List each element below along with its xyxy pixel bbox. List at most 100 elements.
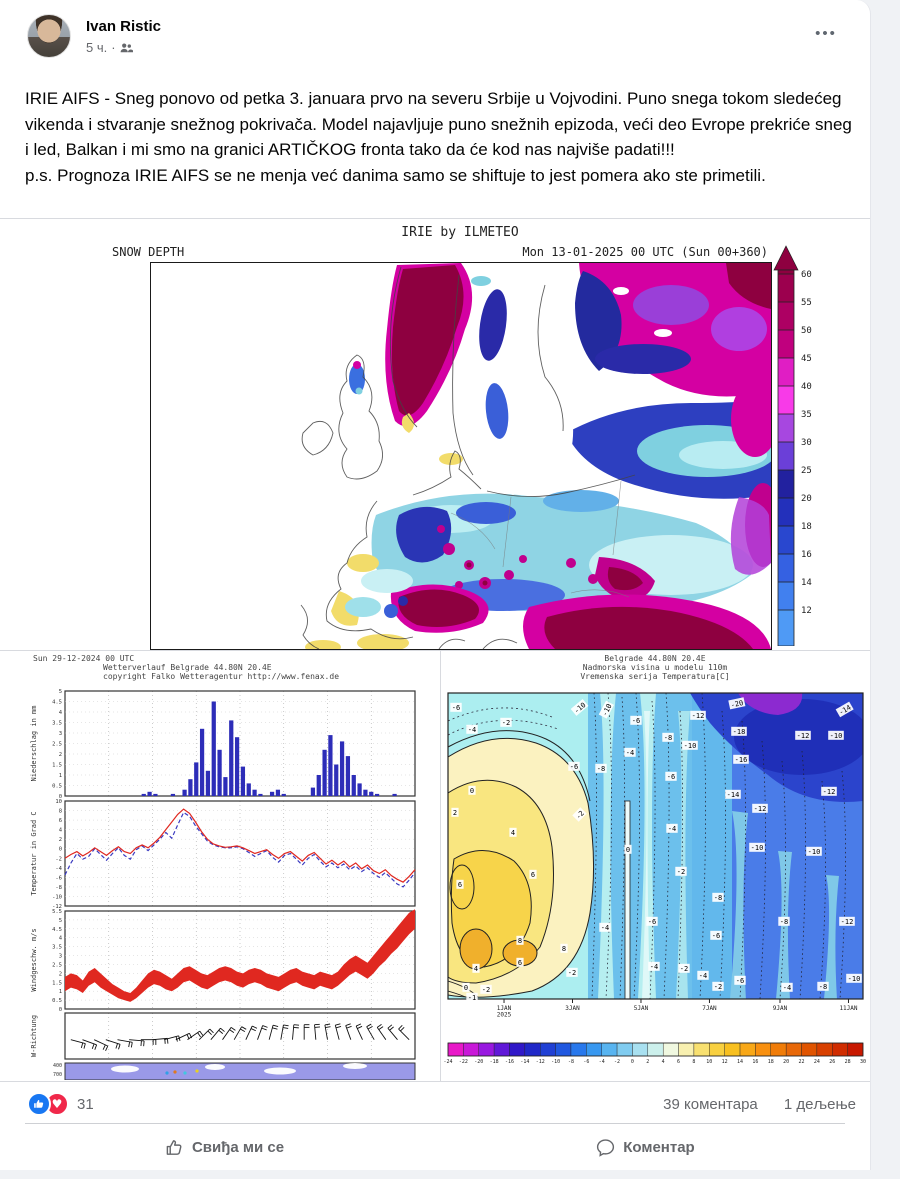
- svg-text:4: 4: [662, 1059, 665, 1065]
- svg-text:-18: -18: [733, 728, 746, 736]
- map-title: IRIE by ILMETEO: [401, 225, 519, 240]
- svg-text:-2: -2: [614, 1059, 620, 1065]
- svg-text:18: 18: [801, 522, 812, 532]
- facebook-post-card: Ivan Ristic 5 ч. · ••• IRIE AIFS - Sneg …: [0, 0, 871, 1170]
- avatar[interactable]: [27, 14, 71, 58]
- svg-text:45: 45: [801, 354, 812, 364]
- svg-text:-8: -8: [714, 894, 722, 902]
- svg-text:22: 22: [799, 1059, 805, 1065]
- svg-text:40: 40: [801, 382, 812, 392]
- comment-button-label: Коментар: [623, 1138, 695, 1156]
- svg-text:-2: -2: [574, 809, 586, 821]
- svg-text:-10: -10: [830, 732, 843, 740]
- svg-text:-20: -20: [474, 1059, 483, 1065]
- post-ps: p.s. Prognoza IRIE AIFS se ne menja već …: [25, 165, 766, 185]
- svg-text:-6: -6: [570, 763, 578, 771]
- svg-text:4: 4: [59, 710, 63, 716]
- svg-text:55: 55: [801, 298, 812, 308]
- share-count[interactable]: 1 дељење: [783, 1096, 856, 1113]
- svg-text:0: 0: [626, 846, 630, 854]
- svg-text:2: 2: [646, 1059, 649, 1065]
- svg-text:-4: -4: [650, 963, 658, 971]
- svg-text:-24: -24: [443, 1059, 452, 1065]
- svg-text:10: 10: [706, 1059, 712, 1065]
- svg-text:4: 4: [474, 965, 478, 973]
- friends-icon: [120, 42, 133, 54]
- svg-text:-10: -10: [684, 742, 697, 750]
- svg-text:-4: -4: [626, 749, 634, 757]
- svg-text:-12: -12: [797, 732, 810, 740]
- svg-text:0.5: 0.5: [52, 784, 62, 790]
- svg-text:5: 5: [59, 918, 62, 924]
- svg-text:5.5: 5.5: [52, 909, 62, 915]
- svg-text:-2: -2: [680, 965, 688, 973]
- svg-text:6: 6: [531, 871, 535, 879]
- like-button[interactable]: Свиђа ми се: [14, 1128, 435, 1166]
- svg-text:-12: -12: [841, 918, 854, 926]
- reactions-summary[interactable]: ♥ 31: [27, 1092, 94, 1116]
- post-text: IRIE AIFS - Sneg ponovo od petka 3. janu…: [25, 86, 857, 188]
- svg-text:-8: -8: [819, 983, 827, 991]
- like-button-label: Свиђа ми се: [191, 1138, 285, 1156]
- svg-text:-10: -10: [808, 848, 821, 856]
- snow-depth-map: [150, 262, 772, 650]
- comment-button[interactable]: Коментар: [435, 1128, 856, 1166]
- svg-text:0: 0: [464, 984, 468, 992]
- svg-text:5JAN: 5JAN: [634, 1005, 649, 1012]
- svg-text:-4: -4: [599, 1059, 605, 1065]
- svg-text:-6: -6: [583, 1059, 589, 1065]
- action-bar: Свиђа ми се Коментар: [14, 1128, 856, 1166]
- svg-text:8: 8: [562, 945, 566, 953]
- svg-text:0: 0: [59, 794, 62, 800]
- svg-text:6: 6: [59, 818, 62, 824]
- svg-text:-4: -4: [468, 726, 476, 734]
- reaction-count[interactable]: 31: [77, 1095, 94, 1113]
- comment-count[interactable]: 39 коментара: [663, 1096, 758, 1113]
- thumbs-up-icon: [165, 1138, 184, 1157]
- svg-text:60: 60: [801, 270, 812, 280]
- svg-text:4.5: 4.5: [52, 700, 62, 706]
- svg-text:-12: -12: [754, 805, 767, 813]
- svg-text:35: 35: [801, 410, 812, 420]
- svg-text:1.5: 1.5: [52, 980, 62, 986]
- svg-text:50: 50: [801, 326, 812, 336]
- svg-text:4: 4: [59, 936, 63, 942]
- svg-text:30: 30: [801, 438, 812, 448]
- svg-text:3.5: 3.5: [52, 721, 62, 727]
- svg-text:-2: -2: [568, 969, 576, 977]
- svg-text:-8: -8: [568, 1059, 574, 1065]
- svg-text:11JAN: 11JAN: [839, 1005, 857, 1012]
- svg-text:6: 6: [458, 881, 462, 889]
- svg-text:2: 2: [59, 837, 62, 843]
- svg-text:3.5: 3.5: [52, 945, 62, 951]
- svg-text:400: 400: [53, 1063, 62, 1069]
- svg-text:4: 4: [59, 828, 63, 834]
- svg-text:-4: -4: [668, 825, 676, 833]
- svg-text:10: 10: [55, 799, 62, 805]
- svg-text:6: 6: [677, 1059, 680, 1065]
- svg-text:-6: -6: [712, 932, 720, 940]
- svg-text:-6: -6: [667, 773, 675, 781]
- svg-text:-4: -4: [699, 972, 707, 980]
- svg-text:0: 0: [470, 787, 474, 795]
- svg-text:-10: -10: [848, 975, 861, 983]
- svg-text:-6: -6: [736, 977, 744, 985]
- meteogram-copyright: copyright Falko Wetteragentur http://www…: [103, 672, 340, 681]
- author-name[interactable]: Ivan Ristic: [86, 18, 162, 35]
- svg-text:2: 2: [453, 809, 457, 817]
- svg-text:1.5: 1.5: [52, 763, 62, 769]
- svg-text:4: 4: [511, 829, 515, 837]
- svg-text:26: 26: [829, 1059, 835, 1065]
- svg-text:8: 8: [518, 937, 522, 945]
- svg-text:6: 6: [518, 959, 522, 967]
- winddir-axis-label: W-Richtung: [30, 1014, 38, 1058]
- post-menu-button[interactable]: •••: [815, 25, 837, 42]
- cross-section-location: Belgrade 44.80N 20.4E: [604, 654, 706, 663]
- precip-axis-label: Niederschlag in mm: [30, 705, 38, 782]
- svg-text:-12: -12: [536, 1059, 545, 1065]
- svg-text:12: 12: [722, 1059, 728, 1065]
- like-reaction-icon: [27, 1092, 51, 1116]
- timestamp[interactable]: 5 ч.: [86, 40, 108, 55]
- svg-text:-10: -10: [52, 894, 62, 900]
